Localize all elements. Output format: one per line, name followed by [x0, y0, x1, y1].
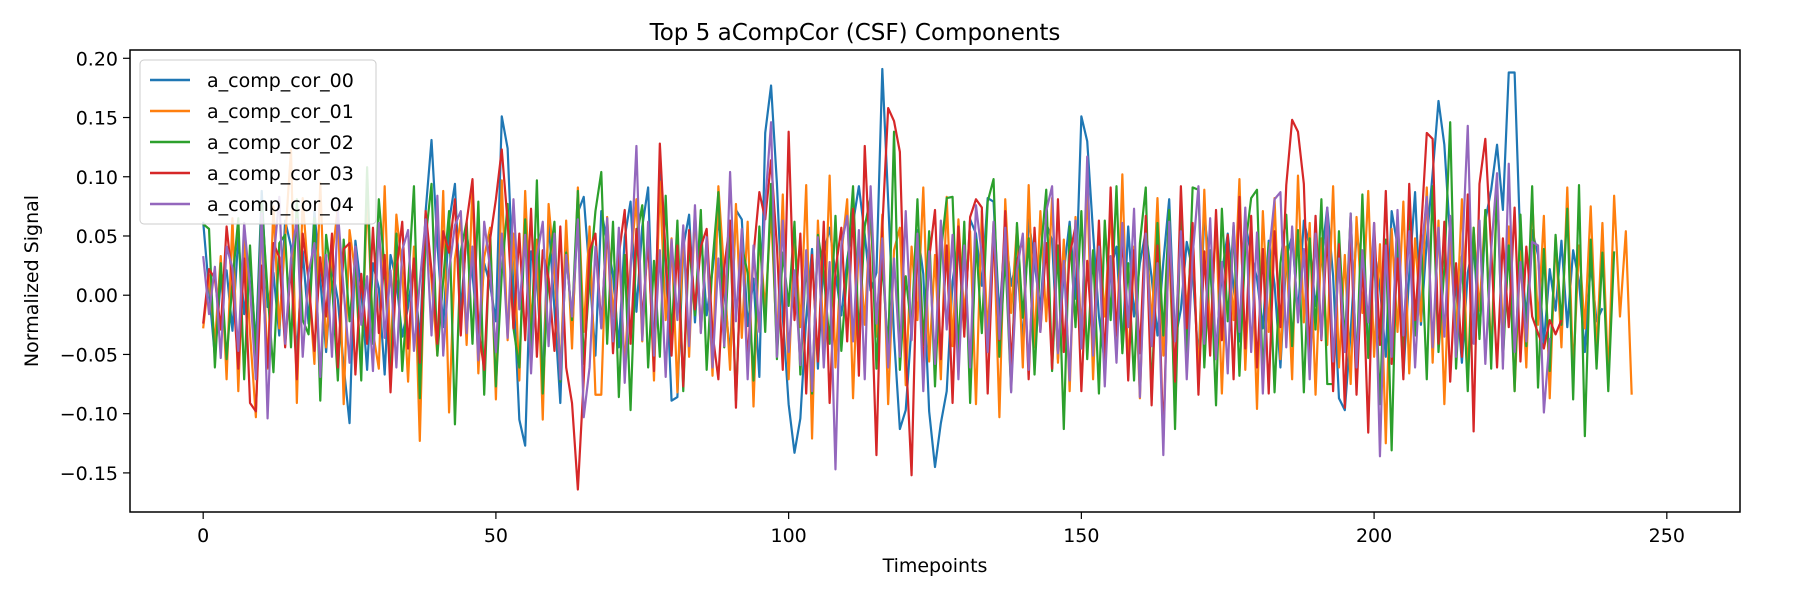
- y-tick-label-6: 0.15: [76, 108, 118, 130]
- x-tick-label-5: 250: [1649, 525, 1685, 547]
- legend-box: [139, 59, 377, 225]
- chart-title: Top 5 aCompCor (CSF) Components: [649, 20, 1061, 46]
- y-axis-label: Normalized Signal: [21, 195, 43, 367]
- plot-frame: [129, 49, 1741, 513]
- x-axis: 0 50 100 150 200 250: [197, 512, 1685, 547]
- y-axis: −0.15 −0.10 −0.05 0.00 0.05 0.10 0.15 0.20: [60, 48, 130, 485]
- legend: a_comp_cor_00 a_comp_cor_01 a_comp_cor_02a…: [139, 59, 377, 225]
- y-tick-label-0: −0.15: [60, 463, 118, 485]
- y-tick-label-7: 0.20: [76, 48, 118, 70]
- series-line-1: [202, 148, 1633, 445]
- legend-label-4: a_comp_cor_04: [207, 194, 354, 216]
- x-tick-label-2: 100: [771, 525, 807, 547]
- x-tick-label-4: 200: [1356, 525, 1392, 547]
- legend-label-0: a_comp_cor_00: [207, 70, 354, 92]
- y-tick-label-5: 0.10: [76, 167, 118, 189]
- y-tick-label-3: 0.00: [76, 285, 118, 307]
- y-tick-label-1: −0.10: [60, 404, 118, 426]
- y-tick-label-4: 0.05: [76, 226, 118, 248]
- x-tick-label-0: 0: [197, 525, 209, 547]
- x-tick-label-3: 150: [1063, 525, 1099, 547]
- y-tick-label-2: −0.05: [60, 344, 118, 366]
- series-line-4: [202, 121, 1551, 471]
- legend-label-2: a_comp_cor_02: [207, 132, 354, 154]
- plot-lines: [202, 67, 1633, 491]
- x-tick-label-1: 50: [484, 525, 508, 547]
- legend-label-3: a_comp_cor_03: [207, 163, 354, 185]
- legend-label-1: a_comp_cor_01: [207, 101, 354, 123]
- x-axis-label: Timepoints: [882, 555, 988, 577]
